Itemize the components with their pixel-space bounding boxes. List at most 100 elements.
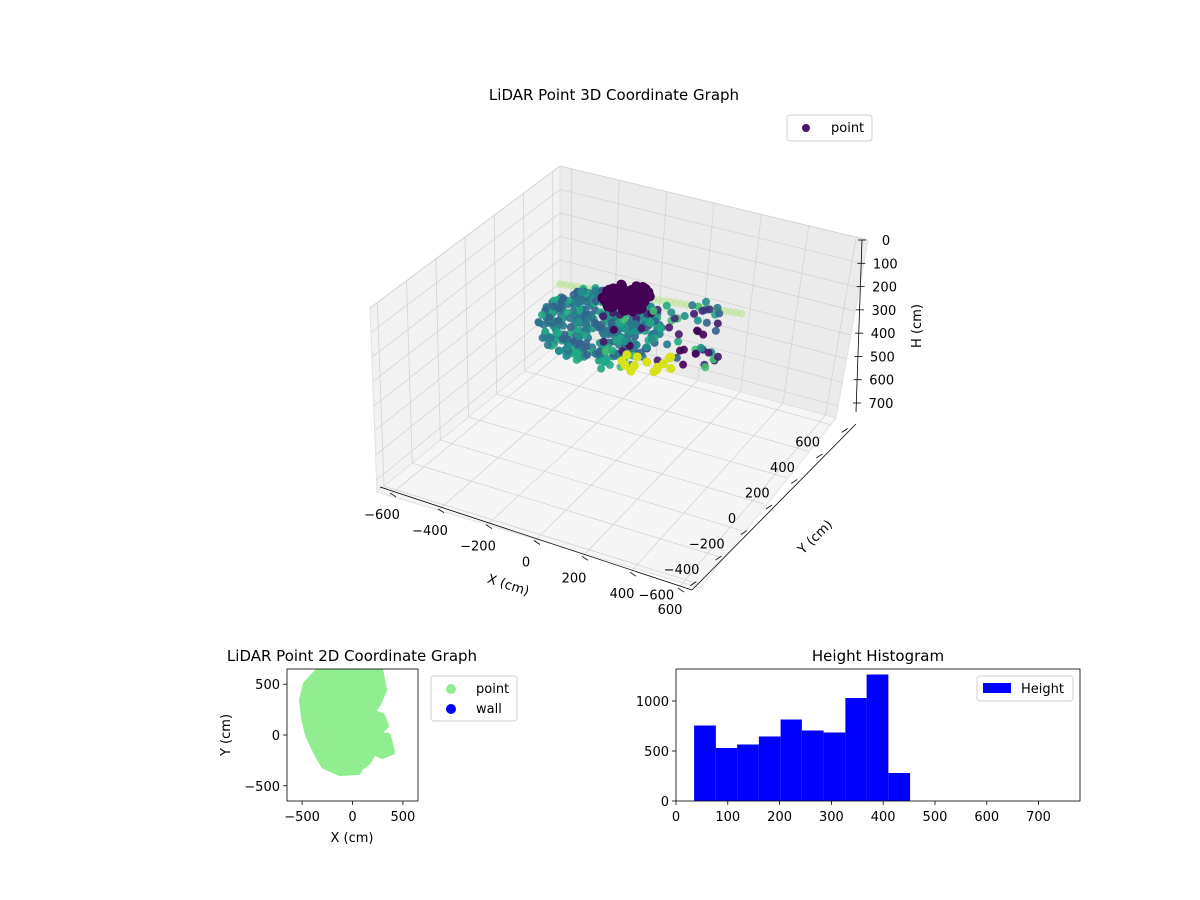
histogram-title: Height Histogram [812,647,944,665]
histogram-bar [737,744,759,801]
grid-line [559,259,852,336]
point-marker [590,318,599,327]
y-tick-label: 500 [255,678,280,693]
point-marker [667,308,676,317]
point-marker [599,337,608,346]
point-marker [601,347,610,356]
x-tick-label: 200 [767,810,792,825]
point-marker [545,313,554,322]
x-tick-label: −600 [364,508,400,523]
point-marker [629,361,639,371]
histogram-bar [758,736,781,801]
point-marker [688,301,697,310]
y-tick-mark [816,453,823,459]
point-marker [622,350,632,360]
y-tick-label: 0 [661,795,669,810]
y-tick-mark [841,428,848,433]
x-tick-label: 300 [819,810,844,825]
x-axis-line [379,486,693,591]
grid-line [740,214,762,392]
point-marker [702,297,711,306]
point-marker [713,319,722,328]
pane-floor [375,341,837,589]
y-tick-label: −600 [638,589,674,604]
y-axis-line [691,423,857,591]
point-marker [704,348,713,357]
z-tick-label: 100 [873,257,898,272]
x-tick-label: 500 [390,810,415,825]
point-marker [559,321,568,330]
point-marker [705,305,714,314]
z-tick-label: 0 [882,234,890,249]
z-ticks-3d: 0 100 200 300 400 500 600 700 [853,234,898,412]
y-tick-label: 0 [272,729,280,744]
point-marker [555,304,564,313]
point-marker [674,337,683,346]
x-ticks-histogram: 0 100 200 300 400 500 600 700 [672,801,1051,825]
point-marker [576,296,585,305]
legend-label-point-2d: point [476,682,509,697]
point-marker [711,326,720,335]
y-tick-label: 0 [728,512,736,527]
y-tick-label: −200 [689,538,725,553]
point-marker [635,291,646,302]
y-tick-label: 400 [770,461,795,476]
legend-label-height: Height [1021,682,1064,697]
chart-2d-title: LiDAR Point 2D Coordinate Graph [227,647,477,665]
chart-3d-title: LiDAR Point 3D Coordinate Graph [489,86,739,104]
point-marker [582,343,591,352]
z-tick-label: 700 [869,397,894,412]
point-marker [627,306,638,317]
histogram-bars [694,674,911,801]
point-marker [605,290,616,301]
point-marker [554,328,563,337]
point-marker [620,324,629,333]
grid-line [496,393,787,478]
histogram-bar [715,748,738,801]
legend-2d: point wall [430,675,518,722]
y-tick-mark [765,504,773,510]
y-tick-mark [791,479,798,484]
y-tick-label: 200 [745,486,770,501]
point-cloud-2d [299,669,395,776]
point-marker [692,326,701,335]
x-tick-label: 0 [522,556,530,571]
legend-marker-wall-2d [446,704,456,714]
y-tick-mark [690,581,697,586]
legend-marker-point-3d [802,124,810,132]
point-marker [620,337,629,346]
point-marker [534,318,543,327]
z-tick-label: 200 [872,281,897,296]
point-marker [666,364,676,374]
y-tick-label: 1000 [636,695,669,710]
point-marker [609,325,618,334]
y-tick-mark [740,530,747,535]
point-marker [702,318,711,327]
x-tick-label: 0 [672,810,680,825]
z-tick-label: 500 [870,350,895,365]
point-marker [663,340,672,349]
point-marker [642,343,651,352]
grid-line [383,485,698,584]
legend-label-wall-2d: wall [476,702,502,717]
point-marker [656,324,665,333]
x-tick-mark [389,492,397,498]
grid-line [370,189,561,333]
point-marker [587,312,596,321]
point-marker [658,359,668,369]
y-axis-label-2d: Y (cm) [219,714,234,757]
chart-histogram: Height Histogram 0 100 200 300 400 500 600 700 … [636,647,1081,825]
y-ticks-2d: −500 0 500 [244,678,287,795]
point-marker [597,364,606,373]
point-marker [617,356,627,366]
z-tick-label: 300 [871,304,896,319]
point-marker [713,303,722,312]
point-marker [649,307,658,316]
point-marker [649,367,659,377]
x-tick-mark [677,587,685,593]
point-marker [546,334,555,343]
point-marker [679,345,688,354]
chart-2d: LiDAR Point 2D Coordinate Graph −500 0 500… [219,647,518,846]
